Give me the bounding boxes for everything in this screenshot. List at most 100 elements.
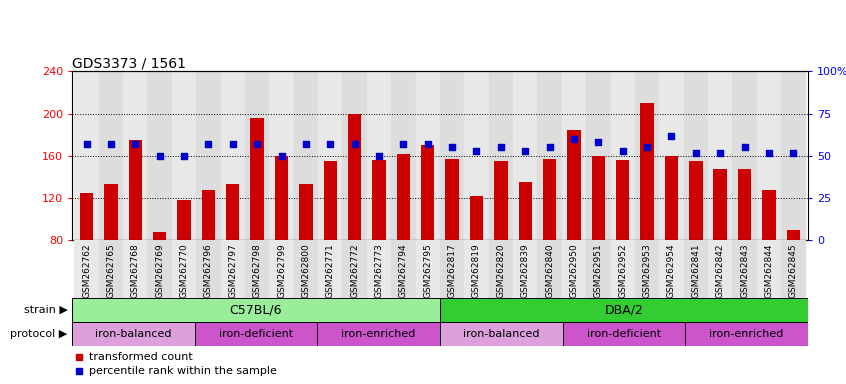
Bar — [757, 71, 781, 240]
Bar — [123, 71, 147, 240]
Text: iron-deficient: iron-deficient — [219, 329, 293, 339]
Text: GSM262795: GSM262795 — [423, 243, 432, 298]
Bar — [391, 240, 415, 298]
Bar — [440, 298, 808, 322]
Bar — [129, 140, 142, 240]
Bar — [519, 182, 532, 240]
Text: GSM262951: GSM262951 — [594, 243, 603, 298]
Bar — [489, 71, 513, 240]
Bar — [787, 230, 800, 240]
Text: GSM262953: GSM262953 — [643, 243, 651, 298]
Bar — [445, 159, 459, 240]
Bar — [147, 240, 172, 298]
Point — [153, 153, 167, 159]
Bar — [74, 71, 99, 240]
Bar — [464, 71, 489, 240]
Bar — [196, 240, 221, 298]
Point — [250, 141, 264, 147]
Bar — [440, 322, 563, 346]
Bar — [372, 160, 386, 240]
Bar — [343, 240, 367, 298]
Text: GSM262796: GSM262796 — [204, 243, 213, 298]
Text: GSM262843: GSM262843 — [740, 243, 749, 298]
Bar — [367, 240, 391, 298]
Bar — [738, 169, 751, 240]
Point — [543, 144, 557, 151]
Bar — [178, 200, 190, 240]
Bar — [172, 240, 196, 298]
Bar — [104, 184, 118, 240]
Bar — [464, 240, 489, 298]
Bar — [684, 240, 708, 298]
Bar — [391, 71, 415, 240]
Bar — [415, 71, 440, 240]
Point — [73, 368, 86, 374]
Text: GSM262797: GSM262797 — [228, 243, 237, 298]
Bar — [299, 184, 312, 240]
Bar — [348, 114, 361, 240]
Point — [80, 141, 93, 147]
Bar — [318, 240, 343, 298]
Bar — [153, 232, 167, 240]
Point — [226, 141, 239, 147]
Text: GSM262794: GSM262794 — [398, 243, 408, 298]
Text: GSM262800: GSM262800 — [301, 243, 310, 298]
Bar — [421, 146, 435, 240]
Text: GSM262773: GSM262773 — [375, 243, 383, 298]
Text: GSM262817: GSM262817 — [448, 243, 457, 298]
Bar — [99, 240, 123, 298]
Point — [591, 139, 605, 146]
Bar — [634, 71, 659, 240]
Text: GSM262952: GSM262952 — [618, 243, 627, 298]
Bar — [440, 71, 464, 240]
Bar — [317, 322, 440, 346]
Point — [275, 153, 288, 159]
Text: C57BL/6: C57BL/6 — [229, 303, 283, 316]
Text: GSM262819: GSM262819 — [472, 243, 481, 298]
Bar — [562, 240, 586, 298]
Bar — [250, 118, 264, 240]
Text: DBA/2: DBA/2 — [605, 303, 643, 316]
Bar — [568, 129, 580, 240]
Bar — [201, 190, 215, 240]
Point — [519, 148, 532, 154]
Text: GDS3373 / 1561: GDS3373 / 1561 — [72, 56, 186, 70]
Text: iron-enriched: iron-enriched — [342, 329, 415, 339]
Point — [201, 141, 215, 147]
Text: strain ▶: strain ▶ — [24, 305, 68, 315]
Point — [372, 153, 386, 159]
Bar — [781, 71, 805, 240]
Bar — [221, 240, 245, 298]
Bar — [74, 240, 99, 298]
Text: GSM262798: GSM262798 — [253, 243, 261, 298]
Bar — [562, 71, 586, 240]
Point — [348, 141, 361, 147]
Bar — [713, 169, 727, 240]
Bar — [616, 160, 629, 240]
Bar — [397, 154, 410, 240]
Bar — [245, 71, 269, 240]
Bar — [762, 190, 776, 240]
Bar — [659, 240, 684, 298]
Bar — [513, 71, 537, 240]
Point — [665, 132, 678, 139]
Point — [762, 149, 776, 156]
Text: GSM262820: GSM262820 — [497, 243, 505, 298]
Point — [323, 141, 337, 147]
Bar — [294, 240, 318, 298]
Point — [129, 141, 142, 147]
Text: GSM262844: GSM262844 — [765, 243, 773, 298]
Bar — [470, 196, 483, 240]
Bar — [689, 161, 702, 240]
Bar — [537, 71, 562, 240]
Text: iron-balanced: iron-balanced — [463, 329, 540, 339]
Bar — [195, 322, 317, 346]
Point — [299, 141, 313, 147]
Point — [445, 144, 459, 151]
Point — [713, 149, 727, 156]
Text: iron-balanced: iron-balanced — [95, 329, 172, 339]
Bar — [269, 240, 294, 298]
Text: GSM262770: GSM262770 — [179, 243, 189, 298]
Bar — [172, 71, 196, 240]
Bar — [733, 71, 757, 240]
